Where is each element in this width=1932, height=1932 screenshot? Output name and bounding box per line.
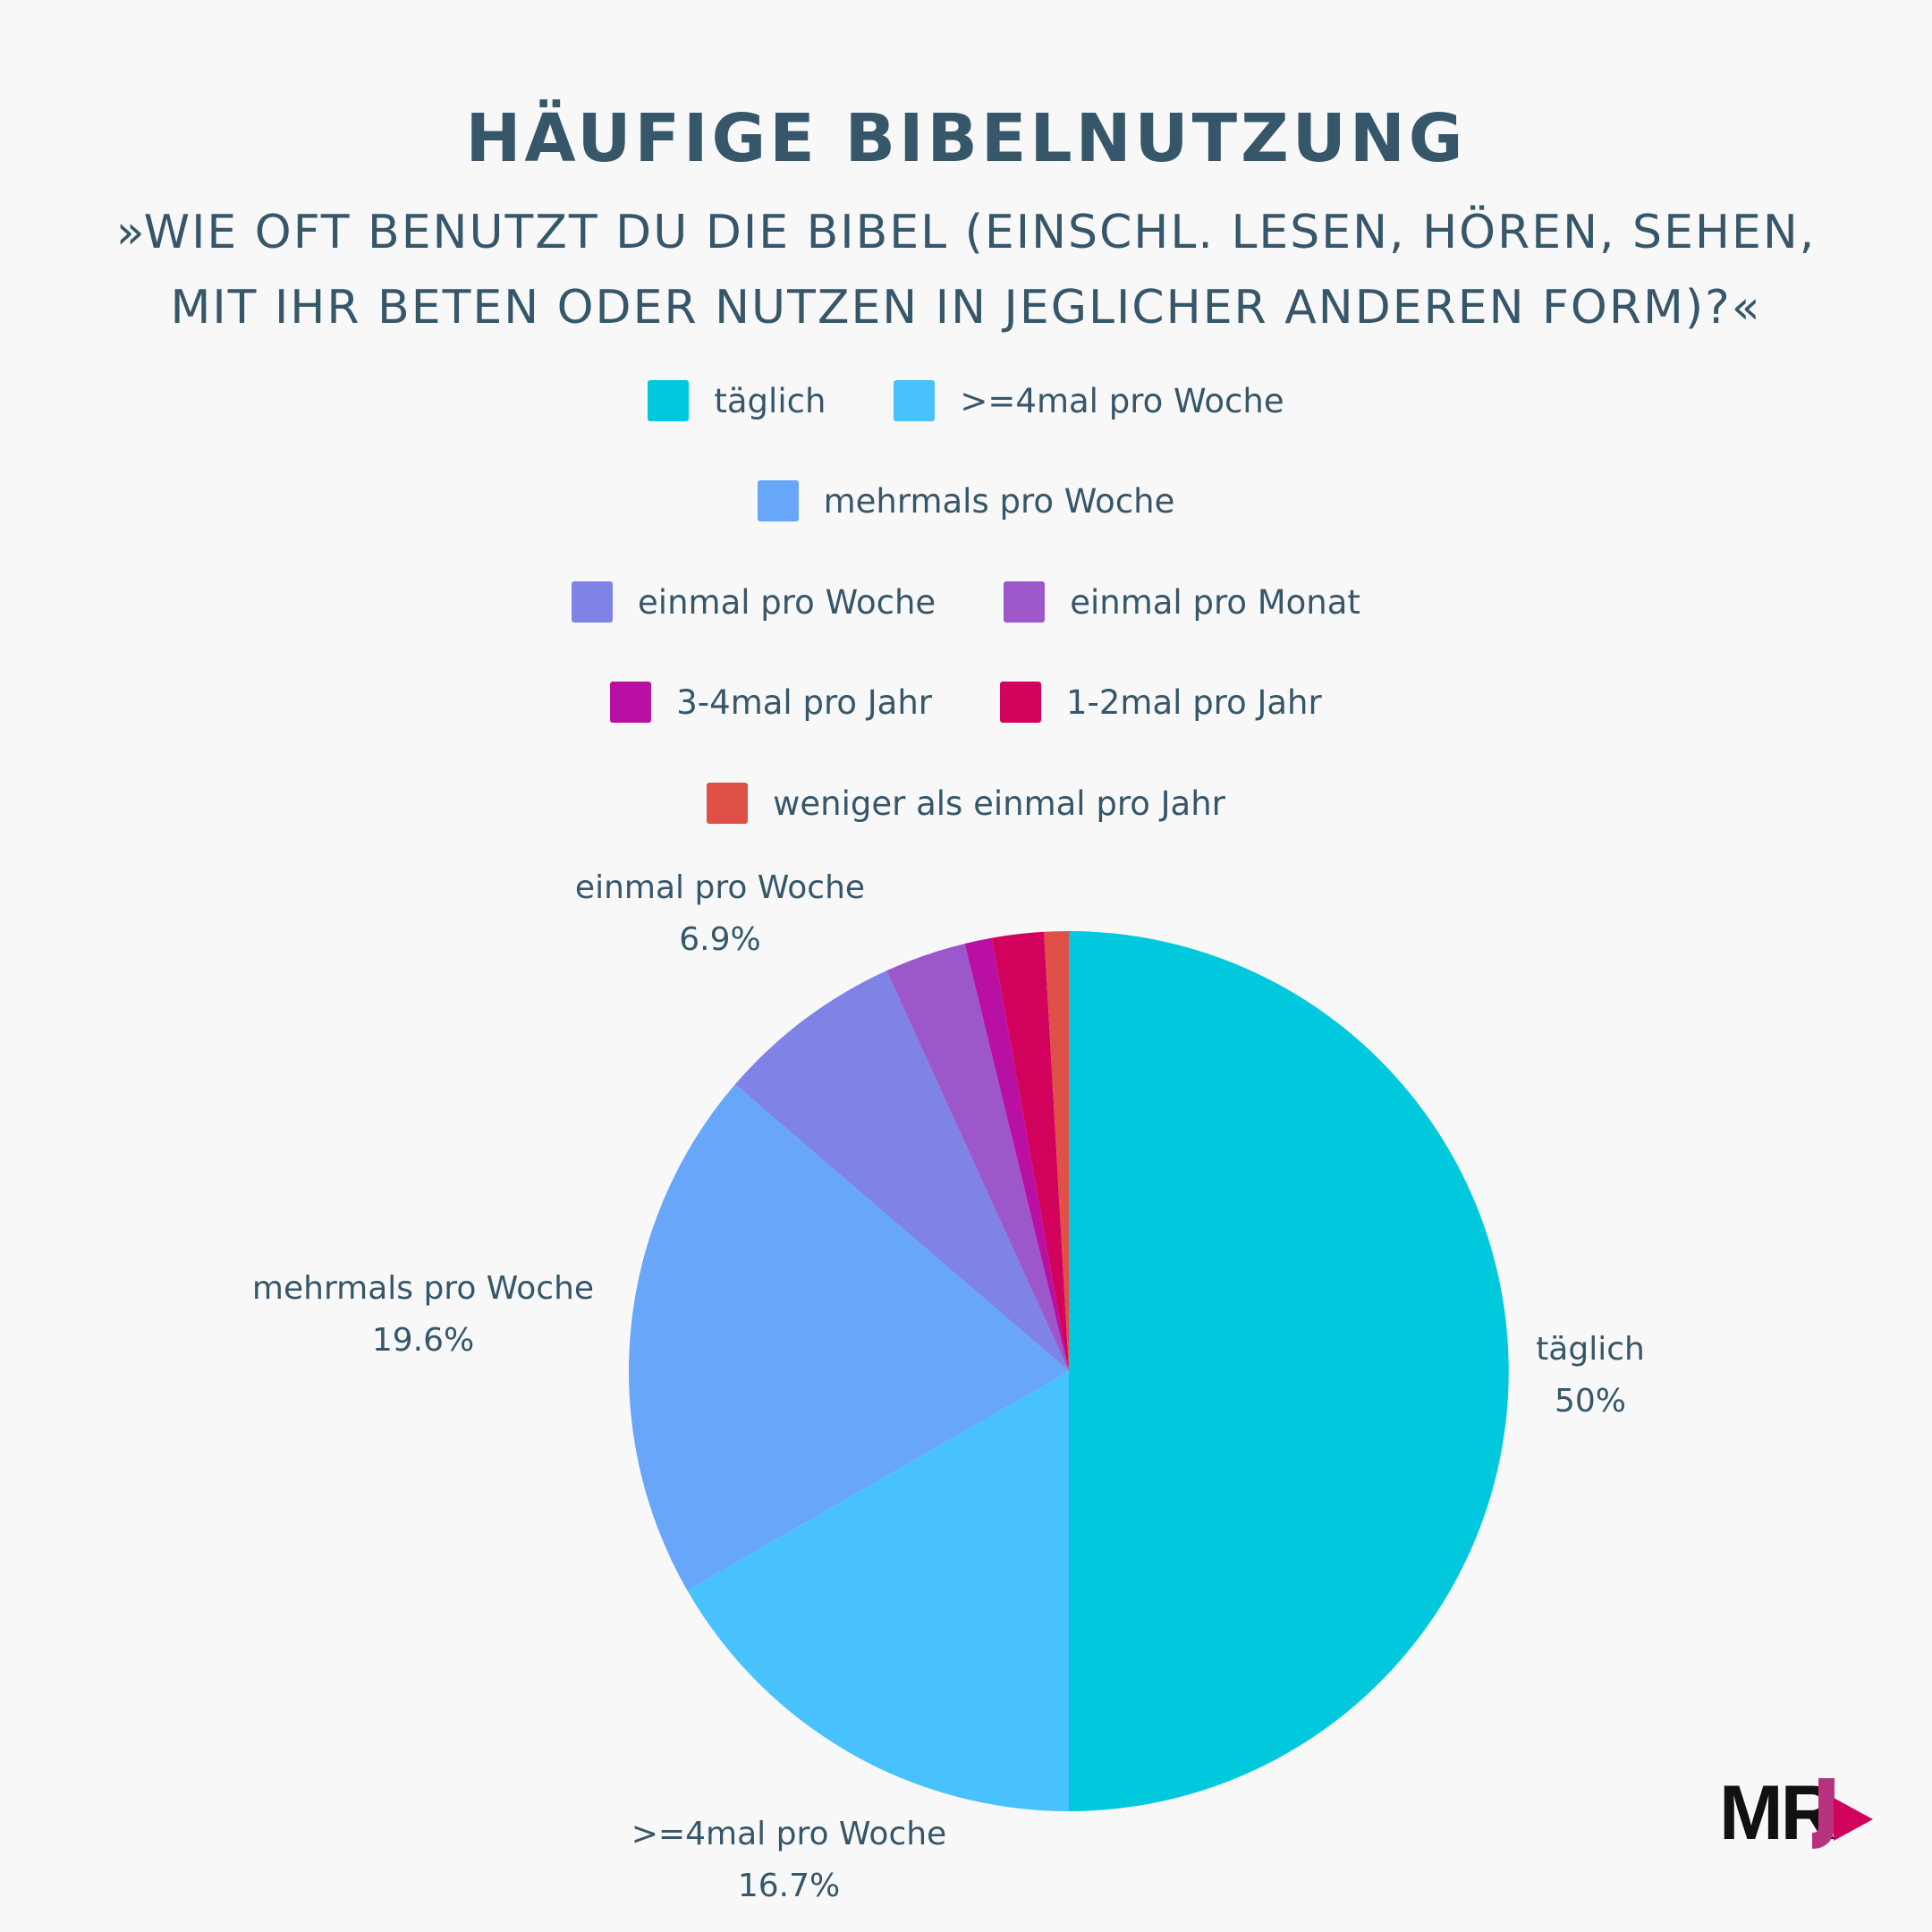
pie-slice-7 (1044, 931, 1069, 1371)
legend-label: weniger als einmal pro Jahr (773, 784, 1225, 823)
legend-swatch (757, 480, 799, 521)
pie-slice-3 (734, 970, 1069, 1371)
logo-play-triangle (1834, 1798, 1873, 1841)
slice-label-value-2: 19.6% (372, 1322, 474, 1359)
legend-label: 3-4mal pro Jahr (676, 682, 932, 722)
legend-label: 1-2mal pro Jahr (1066, 682, 1322, 722)
chart-title: HÄUFIGE BIBELNUTZUNG (465, 100, 1467, 177)
logo-j-stroke (1811, 1778, 1835, 1849)
pie-slice-1 (687, 1371, 1069, 1811)
legend-swatch (572, 581, 614, 623)
legend-item-weniger-als-einmal-pro-jahr: weniger als einmal pro Jahr (707, 783, 1225, 824)
mrj-logo-icon: MR (1719, 1770, 1873, 1856)
chart-subtitle: »WIE OFT BENUTZT DU DIE BIBEL (EINSCHL. … (36, 195, 1896, 345)
slice-label-name-2: mehrmals pro Woche (252, 1270, 594, 1307)
legend-item-4mal-pro-woche: >=4mal pro Woche (894, 380, 1284, 421)
legend-row-1: täglich >=4mal pro Woche (0, 380, 1932, 421)
legend-item-einmal-pro-woche: einmal pro Woche (572, 581, 936, 623)
legend-row-5: weniger als einmal pro Jahr (0, 783, 1932, 824)
legend-swatch (648, 380, 690, 421)
slice-label-value-3: 6.9% (679, 921, 760, 958)
legend-swatch (1000, 682, 1041, 723)
legend-label: >=4mal pro Woche (960, 381, 1284, 420)
legend-label: einmal pro Monat (1070, 582, 1360, 622)
legend-row-4: 3-4mal pro Jahr 1-2mal pro Jahr (0, 682, 1932, 723)
legend-item-3-4mal-pro-jahr: 3-4mal pro Jahr (610, 682, 932, 723)
slice-label-name-3: einmal pro Woche (575, 869, 865, 906)
legend-item-taeglich: täglich (648, 380, 826, 421)
pie-slice-0 (1069, 931, 1509, 1811)
pie-slice-5 (964, 937, 1069, 1371)
legend-swatch (707, 783, 749, 824)
legend-row-2: mehrmals pro Woche (0, 480, 1932, 521)
slice-label-name-1: >=4mal pro Woche (631, 1816, 946, 1852)
pie-slice-2 (628, 1084, 1069, 1591)
legend-label: einmal pro Woche (638, 582, 936, 622)
pie-slice-4 (886, 943, 1069, 1371)
pie-slice-6 (991, 931, 1069, 1371)
legend-item-mehrmals-pro-woche: mehrmals pro Woche (757, 480, 1175, 521)
brand-logo: MR (1716, 1762, 1885, 1878)
legend-swatch (894, 380, 936, 421)
pie-labels: täglich 50% >=4mal pro Woche 16.7% mehrmals … (252, 869, 1645, 1904)
legend-row-3: einmal pro Woche einmal pro Monat (0, 581, 1932, 623)
legend-item-1-2mal-pro-jahr: 1-2mal pro Jahr (1000, 682, 1322, 723)
subtitle-line-2: MIT IHR BETEN ODER NUTZEN IN JEGLICHER A… (170, 281, 1762, 335)
legend-swatch (610, 682, 652, 723)
slice-label-value-0: 50% (1555, 1383, 1626, 1419)
legend-item-einmal-pro-monat: einmal pro Monat (1004, 581, 1360, 623)
slice-label-name-0: täglich (1536, 1331, 1645, 1368)
pie-slices (628, 931, 1509, 1811)
subtitle-line-1: »WIE OFT BENUTZT DU DIE BIBEL (EINSCHL. … (115, 206, 1817, 259)
legend-label: mehrmals pro Woche (823, 481, 1175, 521)
slice-label-value-1: 16.7% (738, 1868, 840, 1904)
legend-label: täglich (714, 381, 826, 420)
legend-swatch (1004, 581, 1046, 623)
